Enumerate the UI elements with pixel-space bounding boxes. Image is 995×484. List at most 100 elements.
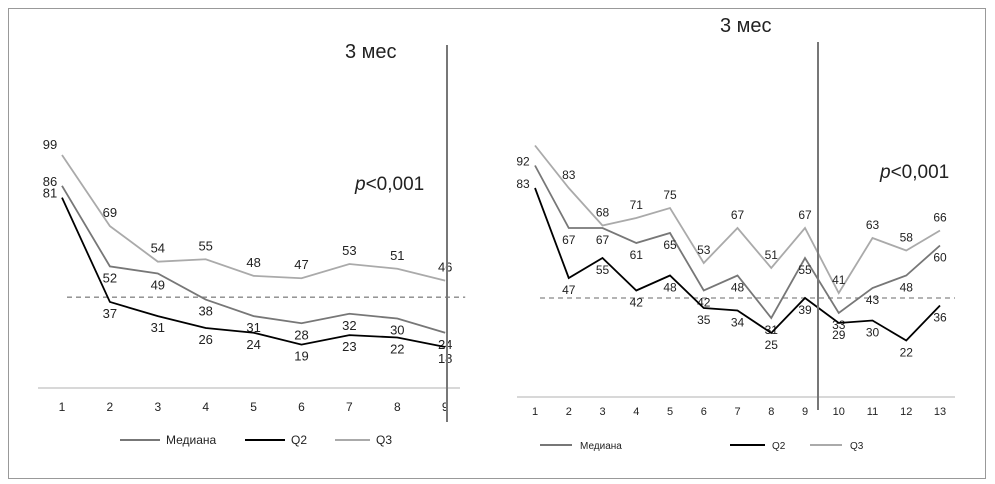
- data-label: 58: [900, 231, 914, 245]
- series-line-Q2: [534, 187, 941, 342]
- data-label: 69: [103, 205, 117, 220]
- x-tick-label: 9: [802, 406, 808, 418]
- x-tick-label: 13: [934, 406, 946, 418]
- x-tick-label: 7: [734, 406, 740, 418]
- series-line-Q3: [534, 144, 941, 295]
- data-label: 67: [798, 208, 812, 222]
- x-tick-label: 3: [154, 400, 161, 414]
- period-annotation: 3 мес: [720, 15, 772, 37]
- x-tick-label: 12: [900, 406, 912, 418]
- data-label: 48: [731, 281, 745, 295]
- x-tick-label: 8: [394, 400, 401, 414]
- x-tick-label: 8: [768, 406, 774, 418]
- legend-label: Медиана: [580, 441, 622, 452]
- series-line-Медиана: [61, 185, 446, 334]
- x-tick-label: 11: [867, 406, 878, 418]
- data-label: 34: [731, 316, 745, 330]
- data-label: 68: [596, 206, 610, 220]
- x-tick-label: 3: [599, 406, 605, 418]
- data-label: 43: [866, 293, 880, 307]
- data-label: 31: [151, 320, 165, 335]
- data-label: 35: [697, 313, 711, 327]
- data-label: 31: [765, 323, 779, 337]
- data-label: 66: [933, 211, 947, 225]
- x-tick-label: 1: [532, 406, 538, 418]
- data-label: 61: [630, 248, 644, 262]
- data-label: 55: [596, 263, 610, 277]
- data-label: 67: [596, 233, 610, 247]
- x-tick-label: 2: [566, 406, 572, 418]
- data-label: 23: [342, 339, 356, 354]
- data-label: 55: [198, 238, 212, 253]
- data-label: 24: [246, 337, 260, 352]
- data-label: 55: [798, 263, 812, 277]
- legend-label: Q3: [850, 441, 864, 452]
- data-label: 47: [562, 283, 576, 297]
- legend-label: Q2: [291, 433, 307, 447]
- data-label: 22: [390, 341, 404, 356]
- x-tick-label: 5: [667, 406, 673, 418]
- data-label: 24: [438, 337, 452, 352]
- data-label: 63: [866, 218, 880, 232]
- data-label: 92: [516, 155, 530, 169]
- p-value: p<0,001: [879, 162, 949, 183]
- x-tick-label: 2: [107, 400, 114, 414]
- data-label: 46: [438, 260, 452, 275]
- data-label: 67: [562, 233, 576, 247]
- data-label: 53: [342, 243, 356, 258]
- data-label: 41: [832, 273, 846, 287]
- data-label: 67: [731, 208, 745, 222]
- data-label: 48: [246, 255, 260, 270]
- data-label: 19: [294, 349, 308, 364]
- x-tick-label: 4: [202, 400, 209, 414]
- data-label: 38: [198, 304, 212, 319]
- data-label: 48: [900, 281, 914, 295]
- x-tick-label: 9: [442, 400, 449, 414]
- data-label: 26: [198, 332, 212, 347]
- data-label: 51: [390, 248, 404, 263]
- legend-label: Медиана: [166, 433, 217, 447]
- data-label: 83: [516, 177, 530, 191]
- legend-label: Q3: [376, 433, 392, 447]
- data-label: 51: [765, 248, 779, 262]
- data-label: 18: [438, 351, 452, 366]
- data-label: 53: [697, 243, 711, 257]
- data-label: 49: [151, 278, 165, 293]
- data-label: 75: [663, 188, 677, 202]
- data-label: 60: [933, 251, 947, 265]
- data-label: 52: [103, 270, 117, 285]
- data-label: 48: [663, 281, 677, 295]
- data-label: 28: [294, 327, 308, 342]
- x-tick-label: 6: [701, 406, 707, 418]
- data-label: 31: [246, 320, 260, 335]
- data-label: 22: [900, 346, 914, 360]
- x-tick-label: 5: [250, 400, 257, 414]
- data-label: 54: [151, 241, 165, 256]
- data-label: 42: [630, 296, 644, 310]
- data-label: 81: [43, 186, 57, 201]
- data-label: 25: [765, 338, 779, 352]
- series-line-Q3: [61, 154, 446, 282]
- data-label: 36: [933, 311, 947, 325]
- p-value: p<0,001: [354, 174, 424, 195]
- data-label: 86: [43, 174, 57, 189]
- legend-label: Q2: [772, 441, 786, 452]
- data-label: 39: [798, 303, 812, 317]
- data-label: 99: [43, 137, 57, 152]
- data-label: 37: [103, 306, 117, 321]
- data-label: 30: [390, 323, 404, 338]
- x-tick-label: 4: [633, 406, 639, 418]
- data-label: 29: [832, 328, 846, 342]
- x-tick-label: 7: [346, 400, 353, 414]
- series-line-Медиана: [534, 165, 941, 320]
- figure-frame: [8, 8, 986, 479]
- data-label: 30: [866, 326, 880, 340]
- x-tick-label: 10: [833, 406, 845, 418]
- data-label: 32: [342, 318, 356, 333]
- data-label: 83: [562, 168, 576, 182]
- data-label: 71: [630, 198, 644, 212]
- data-label: 47: [294, 257, 308, 272]
- x-tick-label: 6: [298, 400, 305, 414]
- x-tick-label: 1: [59, 400, 66, 414]
